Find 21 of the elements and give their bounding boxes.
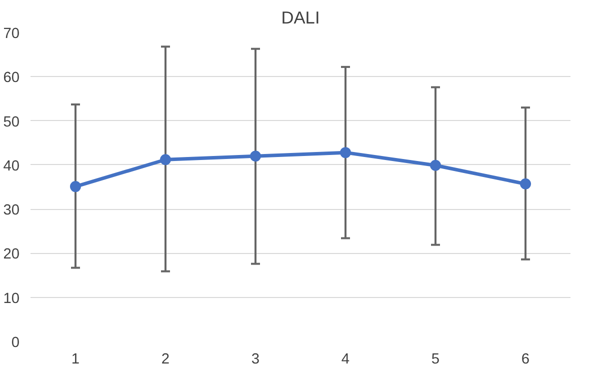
y-tick-label: 40 (3, 158, 20, 174)
y-tick-label: 20 (3, 246, 20, 263)
point (520, 178, 531, 190)
point (160, 154, 171, 166)
y-tick-label: 60 (3, 70, 20, 86)
point (340, 147, 351, 158)
y-tick-label: 0 (11, 335, 20, 351)
point (70, 181, 81, 192)
x-tick-label: 4 (341, 352, 350, 368)
x-tick-label: 3 (251, 352, 260, 368)
y-tick-label: 10 (3, 290, 20, 307)
x-tick-label: 5 (431, 352, 440, 368)
x-tick-label: 1 (71, 352, 80, 368)
point (430, 160, 441, 171)
y-tick-label: 30 (3, 202, 20, 219)
point (250, 150, 261, 162)
x-tick-label: 2 (161, 352, 170, 368)
chart-title: DALI (281, 8, 320, 28)
y-tick-label: 50 (3, 114, 20, 130)
x-tick-label: 6 (521, 352, 530, 368)
y-tick-label: 70 (3, 26, 20, 42)
